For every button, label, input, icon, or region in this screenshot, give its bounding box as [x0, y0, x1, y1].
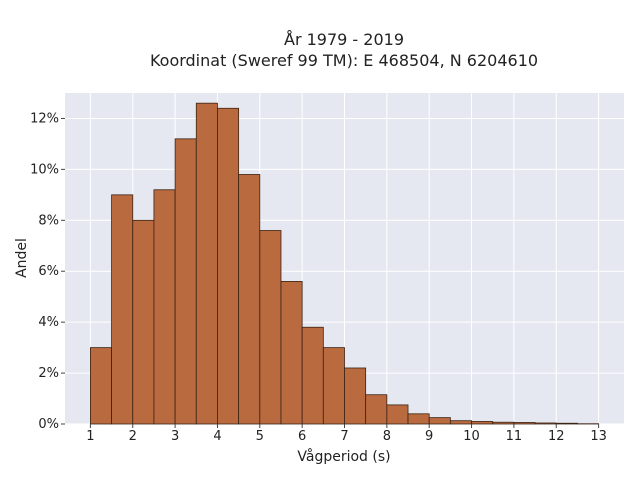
x-tick-label: 5	[256, 429, 264, 444]
x-tick-label: 8	[383, 429, 391, 444]
histogram-bar	[196, 103, 217, 424]
chart-title-line2: Koordinat (Sweref 99 TM): E 468504, N 62…	[150, 51, 538, 70]
histogram-bar	[366, 395, 387, 424]
histogram-bar	[281, 281, 302, 424]
histogram-bar	[408, 414, 429, 424]
histogram-bar	[112, 195, 133, 424]
x-tick-label: 11	[506, 429, 523, 444]
histogram-bar	[429, 418, 450, 424]
x-tick-label: 1	[86, 429, 94, 444]
histogram-bar	[133, 220, 154, 424]
histogram-bar	[154, 190, 175, 424]
histogram-bar	[493, 422, 514, 424]
x-tick-label: 3	[171, 429, 179, 444]
histogram-bar	[556, 423, 577, 424]
y-tick-label: 12%	[30, 111, 59, 126]
x-tick-label: 13	[590, 429, 607, 444]
histogram-bar	[323, 348, 344, 424]
x-tick-label: 6	[298, 429, 306, 444]
histogram-bar	[345, 368, 366, 424]
y-axis-ticks: 0% 2% 4% 6% 8% 10% 12%	[30, 111, 65, 432]
y-tick-label: 0%	[38, 417, 59, 432]
y-tick-label: 6%	[38, 264, 59, 279]
histogram-bar	[472, 421, 493, 424]
x-axis-label: Vågperiod (s)	[297, 448, 390, 465]
chart-title-line1: År 1979 - 2019	[284, 30, 404, 49]
x-tick-label: 4	[213, 429, 221, 444]
histogram-bar	[175, 139, 196, 424]
histogram-bar	[260, 230, 281, 424]
x-tick-label: 10	[463, 429, 480, 444]
y-tick-label: 8%	[38, 213, 59, 228]
histogram-bar	[535, 423, 556, 424]
histogram-bar	[239, 174, 260, 424]
x-tick-label: 2	[129, 429, 137, 444]
x-tick-label: 9	[425, 429, 433, 444]
histogram-bar	[90, 348, 111, 424]
histogram-bar	[302, 327, 323, 424]
histogram-bar	[217, 108, 238, 424]
y-tick-label: 4%	[38, 315, 59, 330]
y-tick-label: 10%	[30, 162, 59, 177]
y-axis-label: Andel	[14, 238, 30, 278]
x-tick-label: 12	[548, 429, 565, 444]
x-tick-label: 7	[340, 429, 348, 444]
y-tick-label: 2%	[38, 366, 59, 381]
histogram-bar	[514, 422, 535, 424]
histogram-bar	[387, 405, 408, 424]
histogram-bar	[450, 421, 471, 424]
